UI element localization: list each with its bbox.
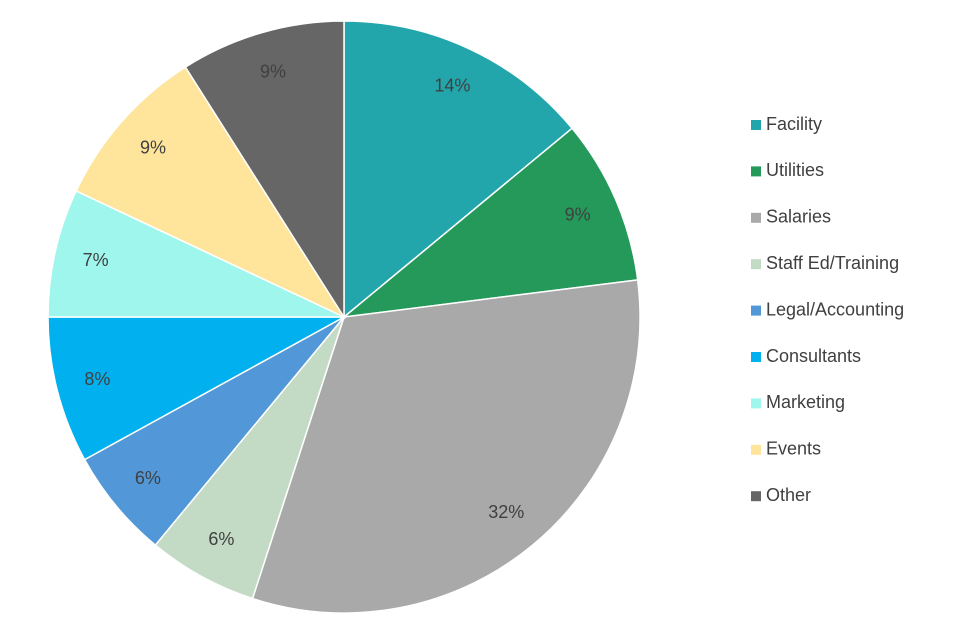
legend-label: Facility bbox=[766, 114, 822, 134]
legend-label: Salaries bbox=[766, 207, 831, 227]
data-label: 9% bbox=[565, 205, 591, 225]
data-label: 32% bbox=[488, 502, 524, 522]
pie-slice bbox=[341, 127, 639, 319]
legend-swatch bbox=[751, 444, 761, 455]
legend-swatch bbox=[751, 212, 761, 223]
legend-swatch bbox=[751, 305, 761, 316]
legend-swatch bbox=[751, 352, 761, 362]
legend-swatch bbox=[751, 398, 761, 409]
legend-label: Events bbox=[766, 439, 821, 459]
legend-swatch bbox=[751, 491, 761, 502]
pie-slice bbox=[47, 189, 345, 318]
data-label: 6% bbox=[135, 468, 161, 488]
legend-label: Utilities bbox=[766, 160, 824, 180]
data-label: 7% bbox=[83, 250, 109, 270]
legend-label: Other bbox=[766, 485, 811, 505]
legend-label: Marketing bbox=[766, 392, 845, 412]
legend-label: Staff Ed/Training bbox=[766, 253, 899, 273]
legend-label: Legal/Accounting bbox=[766, 299, 904, 319]
pie-slice bbox=[343, 20, 574, 319]
legend-swatch bbox=[751, 120, 761, 130]
legend-swatch bbox=[751, 259, 761, 270]
pie-slice bbox=[47, 316, 345, 461]
pie-slice bbox=[251, 279, 641, 614]
legend-label: Consultants bbox=[766, 346, 861, 366]
pie-slice bbox=[184, 20, 345, 320]
data-label: 14% bbox=[434, 75, 470, 95]
pie-slice bbox=[75, 66, 347, 319]
legend-swatch bbox=[751, 166, 761, 177]
data-label: 9% bbox=[260, 61, 286, 81]
data-label: 6% bbox=[208, 529, 234, 549]
data-label: 8% bbox=[84, 369, 110, 389]
data-label: 9% bbox=[140, 137, 166, 157]
